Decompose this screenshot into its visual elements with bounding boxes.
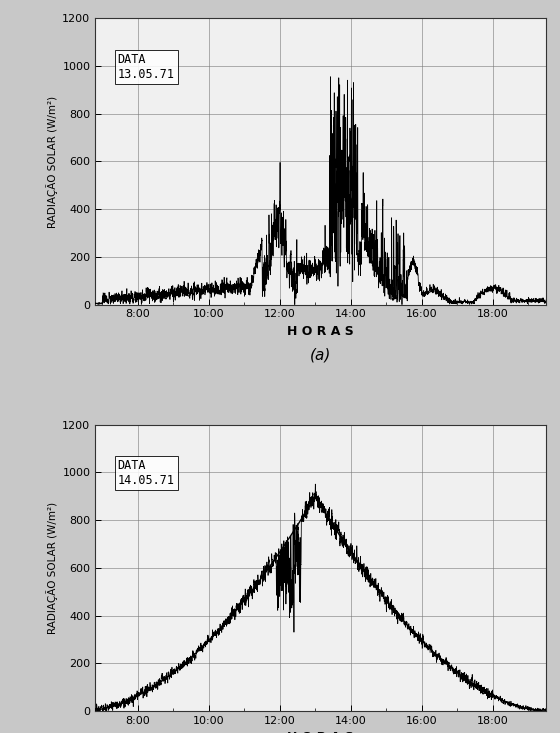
Y-axis label: RADIAÇÃO SOLAR (W/m²): RADIAÇÃO SOLAR (W/m²) bbox=[46, 502, 58, 634]
Text: DATA
13.05.71: DATA 13.05.71 bbox=[118, 53, 175, 81]
X-axis label: H O R A S: H O R A S bbox=[287, 325, 354, 338]
Text: DATA
14.05.71: DATA 14.05.71 bbox=[118, 459, 175, 487]
Text: (a): (a) bbox=[310, 347, 332, 363]
Y-axis label: RADIAÇÃO SOLAR (W/m²): RADIAÇÃO SOLAR (W/m²) bbox=[46, 95, 58, 227]
X-axis label: H O R A S: H O R A S bbox=[287, 732, 354, 733]
